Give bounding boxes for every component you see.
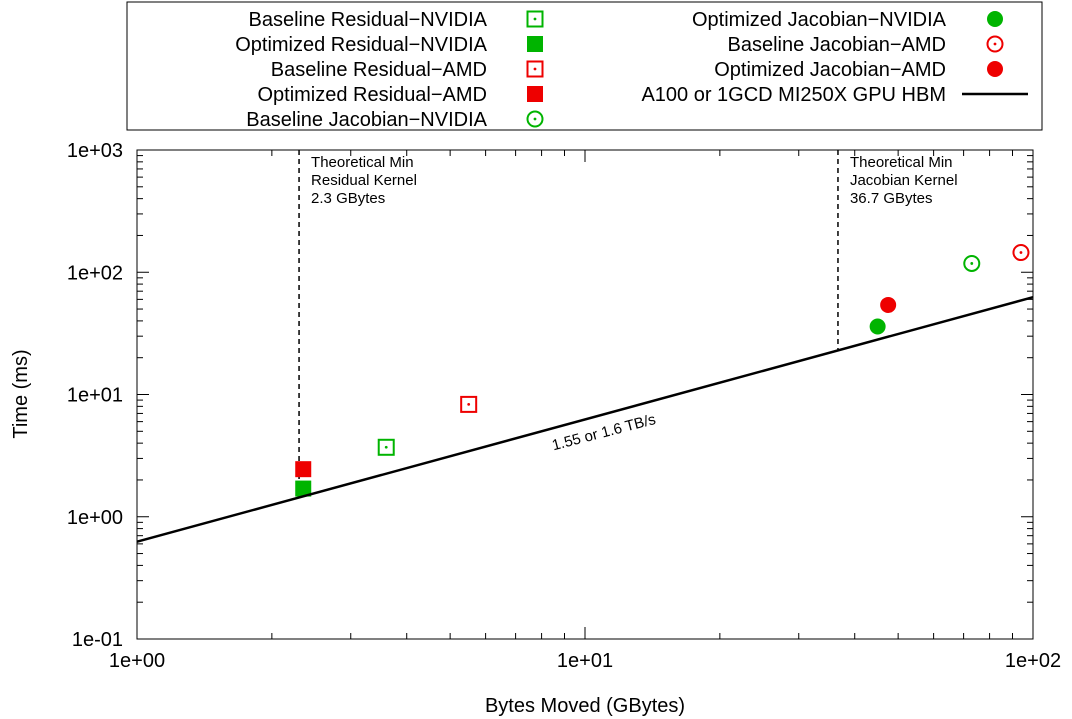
marker-circle	[963, 254, 981, 272]
legend-label: A100 or 1GCD MI250X GPU HBM	[641, 84, 946, 106]
marker-square	[295, 461, 312, 478]
x-tick-label: 1e+02	[1005, 650, 1061, 672]
data-point	[295, 461, 312, 478]
data-point	[377, 438, 395, 456]
min-bytes-label: Residual Kernel	[311, 172, 417, 189]
min-bytes-label: 2.3 GBytes	[311, 190, 385, 207]
data-point	[869, 318, 886, 335]
min-bytes-label: 36.7 GBytes	[850, 190, 933, 207]
min-bytes-label: Jacobian Kernel	[850, 172, 958, 189]
marker-square	[526, 10, 544, 28]
marker-square	[377, 438, 395, 456]
marker-circle	[986, 35, 1004, 53]
min-bytes-label: Theoretical Min	[850, 154, 953, 171]
legend-label: Baseline Jacobian−NVIDIA	[246, 109, 487, 131]
marker-circle	[880, 296, 897, 313]
legend: Baseline Residual−NVIDIA Optimized Residu…	[126, 1, 1043, 131]
legend-marker	[527, 86, 543, 102]
legend-items: Baseline Residual−NVIDIA Optimized Residu…	[235, 9, 1028, 131]
marker-dot	[1019, 251, 1023, 254]
legend-marker	[987, 61, 1003, 77]
data-point	[295, 480, 312, 497]
marker-dot	[970, 262, 974, 265]
legend-label: Baseline Jacobian−AMD	[728, 34, 946, 56]
marker-dot	[533, 117, 537, 121]
legend-marker	[986, 35, 1004, 53]
data-point	[880, 296, 897, 313]
legend-label: Baseline Residual−NVIDIA	[249, 9, 488, 31]
legend-marker	[987, 11, 1003, 27]
marker-circle	[869, 318, 886, 335]
y-tick-label: 1e+00	[67, 507, 123, 529]
legend-marker	[527, 36, 543, 52]
marker-square	[527, 36, 543, 52]
marker-square	[527, 86, 543, 102]
marker-circle	[526, 110, 544, 128]
x-tick-label: 1e+00	[109, 650, 165, 672]
data-point	[1012, 244, 1030, 262]
legend-box	[126, 1, 1043, 131]
marker-circle	[987, 11, 1003, 27]
marker-circle	[1012, 244, 1030, 262]
data-point	[963, 254, 981, 272]
legend-marker	[526, 60, 544, 78]
legend-marker	[526, 10, 544, 28]
legend-label: Baseline Residual−AMD	[271, 59, 487, 81]
min-bytes-label: Theoretical Min	[311, 154, 414, 171]
y-tick-label: 1e+01	[67, 385, 123, 407]
marker-dot	[533, 67, 537, 71]
marker-dot	[467, 402, 471, 406]
legend-label: Optimized Residual−NVIDIA	[235, 34, 487, 56]
x-axis-label: Bytes Moved (GBytes)	[485, 695, 685, 717]
y-axis-label: Time (ms)	[10, 349, 32, 438]
y-tick-label: 1e-01	[72, 629, 123, 651]
marker-square	[526, 60, 544, 78]
marker-dot	[533, 17, 537, 21]
y-tick-label: 1e+02	[67, 262, 123, 284]
series	[136, 244, 1034, 543]
marker-square	[460, 395, 478, 413]
marker-dot	[384, 445, 388, 449]
legend-label: Optimized Jacobian−NVIDIA	[692, 9, 947, 31]
marker-circle	[987, 61, 1003, 77]
data-point	[460, 395, 478, 413]
legend-label: Optimized Residual−AMD	[257, 84, 487, 106]
legend-label: Optimized Jacobian−AMD	[714, 59, 946, 81]
marker-square	[295, 480, 312, 497]
x-tick-label: 1e+01	[557, 650, 613, 672]
marker-dot	[993, 42, 997, 46]
y-tick-label: 1e+03	[67, 140, 123, 162]
hbm-bandwidth-line	[136, 295, 1034, 543]
legend-marker	[526, 110, 544, 128]
